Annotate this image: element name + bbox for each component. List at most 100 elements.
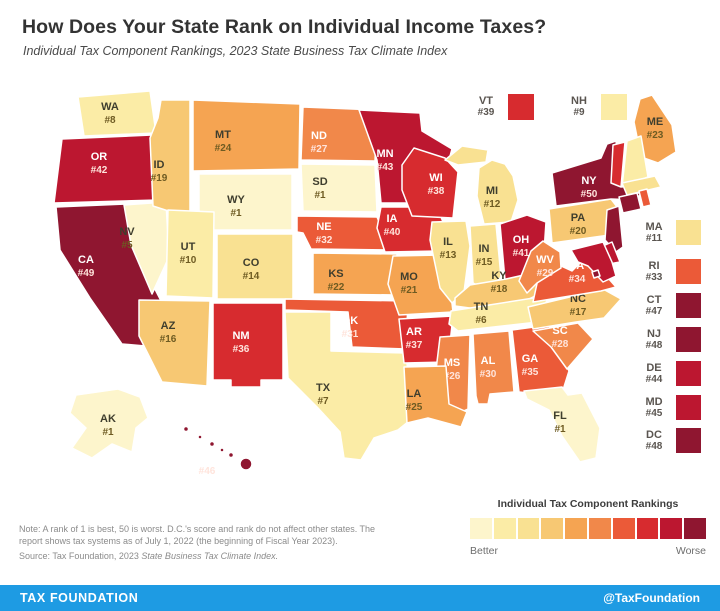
callout-ma: MA #11 (636, 220, 701, 245)
state-rank: #1 (314, 190, 326, 201)
state-ct (618, 192, 642, 214)
ramp-swatch (470, 518, 492, 539)
state-shape (444, 145, 489, 166)
state-abbr: HI (202, 452, 213, 464)
callout-rank: #39 (477, 107, 495, 118)
callout-abbr: NH (571, 95, 587, 107)
callout-abbr: CT (646, 294, 662, 306)
state-abbr: NM (232, 330, 249, 342)
state-rank: #7 (317, 396, 329, 407)
callout-swatch (508, 94, 534, 120)
state-rank: #23 (647, 130, 664, 141)
callout-ri: RI #33 (636, 259, 701, 284)
state-rank: #24 (215, 143, 232, 154)
callout-nh: NH #9 (559, 94, 627, 120)
callout-label: VT #39 (466, 94, 506, 119)
state-abbr: AR (406, 326, 422, 338)
state-rank: #32 (316, 235, 333, 246)
state-abbr: MI (486, 185, 498, 197)
state-shape (197, 434, 203, 440)
state-shape (300, 106, 378, 162)
callout-label: NJ #48 (636, 327, 672, 352)
state-ne: NE #32 (296, 215, 392, 251)
callout-abbr: RI (648, 260, 660, 272)
callout-dc: DC #48 (636, 428, 701, 453)
state-abbr: TX (316, 382, 331, 394)
state-shape (77, 90, 157, 137)
callout-swatch (676, 395, 701, 420)
state-abbr: MN (376, 148, 393, 160)
state-abbr: ID (154, 159, 165, 171)
state-rank: #31 (342, 329, 359, 340)
callout-label: DE #44 (636, 361, 672, 386)
state-shape (523, 386, 601, 463)
state-rank: #30 (480, 369, 497, 380)
state-abbr: AK (100, 413, 116, 425)
note-block: Note: A rank of 1 is best, 50 is worst. … (19, 524, 481, 563)
callout-rank: #47 (645, 306, 663, 317)
callout-swatch (676, 293, 701, 318)
callout-swatch (676, 428, 701, 453)
legend: Individual Tax Component Rankings Better… (470, 498, 706, 557)
state-id: ID #19 (149, 99, 191, 219)
ramp-swatch (541, 518, 564, 539)
callout-vt: VT #39 (466, 94, 534, 120)
state-mi: MI #12 (444, 145, 519, 225)
state-md (570, 241, 617, 283)
state-rank: #15 (476, 257, 493, 268)
state-az: AZ #16 (138, 299, 211, 387)
state-rank: #1 (102, 427, 114, 438)
ramp-swatch (636, 518, 659, 539)
state-wy: WY #1 (198, 173, 293, 231)
state-ri (638, 188, 652, 208)
state-abbr: IN (479, 243, 490, 255)
state-abbr: ND (311, 130, 327, 142)
state-rank: #29 (537, 268, 554, 279)
state-rank: #41 (513, 248, 530, 259)
state-abbr: WY (227, 194, 245, 206)
state-rank: #50 (581, 189, 598, 200)
state-shape (296, 215, 392, 251)
state-abbr: NV (119, 226, 135, 238)
state-rank: #8 (104, 115, 116, 126)
state-nv: NV #5 (119, 201, 170, 295)
note-line-2: report shows tax systems as of July 1, 2… (19, 535, 338, 546)
callout-label: DC #48 (636, 428, 672, 453)
page-title: How Does Your State Rank on Individual I… (22, 16, 547, 38)
callout-swatch (676, 259, 701, 284)
state-shape (212, 302, 284, 388)
state-rank: #1 (230, 208, 242, 219)
page-subtitle: Individual Tax Component Rankings, 2023 … (23, 44, 448, 58)
state-shape (219, 447, 225, 453)
state-wa: WA #8 (77, 90, 157, 137)
state-abbr: UT (181, 241, 196, 253)
state-wv: WV #29 (518, 240, 562, 294)
legend-worse-label: Worse (675, 545, 706, 557)
state-rank: #27 (311, 144, 328, 155)
state-ks: KS #22 (312, 252, 398, 296)
state-abbr: IL (443, 236, 453, 248)
state-shape (618, 192, 642, 214)
state-abbr: CA (78, 254, 94, 266)
state-nj (604, 205, 624, 253)
source-italic: State Business Tax Climate Index. (141, 551, 279, 561)
callout-swatch (601, 94, 627, 120)
state-ak: AK #1 (69, 388, 149, 459)
state-rank: #13 (440, 250, 457, 261)
state-rank: #36 (233, 344, 250, 355)
ramp-swatch (684, 518, 706, 539)
ramp-swatch (493, 518, 516, 539)
callout-abbr: NJ (646, 328, 662, 340)
callout-de: DE #44 (636, 361, 701, 386)
callout-abbr: DC (646, 429, 662, 441)
state-shape (208, 440, 216, 448)
state-shape (621, 175, 662, 196)
state-rank: #46 (199, 466, 216, 477)
state-abbr: WI (429, 172, 442, 184)
legend-color-ramp (470, 518, 706, 539)
state-abbr: ME (647, 116, 664, 128)
state-dc (591, 269, 601, 279)
state-al: AL #30 (472, 330, 515, 405)
